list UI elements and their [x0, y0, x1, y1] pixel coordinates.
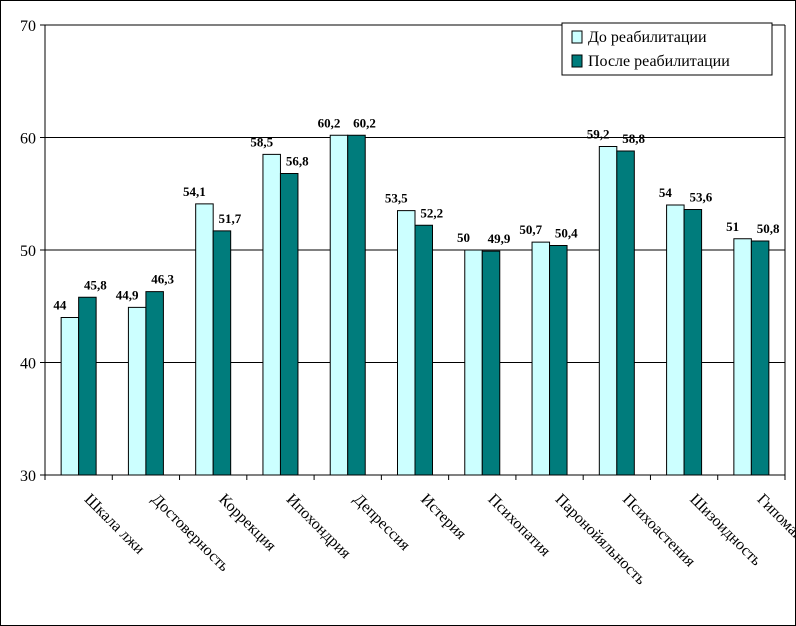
- legend-label: До реабилитации: [588, 29, 707, 46]
- y-tick-label: 50: [20, 243, 36, 260]
- data-label: 49,9: [488, 231, 511, 246]
- category-label: Шкала лжи: [81, 491, 148, 558]
- data-label: 44,9: [116, 287, 139, 302]
- bar-before: [733, 238, 752, 476]
- data-label: 54: [659, 185, 673, 200]
- data-label: 50: [457, 230, 470, 245]
- bar-before: [195, 203, 214, 476]
- y-tick-label: 30: [20, 468, 36, 485]
- bar-before: [464, 249, 483, 476]
- bar-after: [347, 134, 366, 476]
- y-tick-label: 60: [20, 131, 36, 148]
- bar-before: [127, 306, 147, 476]
- data-label: 52,2: [420, 205, 443, 220]
- category-label: Коррекция: [215, 491, 279, 555]
- bar-before: [531, 241, 551, 476]
- data-label: 53,6: [689, 190, 712, 205]
- data-label: 60,2: [318, 115, 341, 130]
- category-label: Гипомания: [754, 491, 796, 557]
- data-label: 45,8: [84, 277, 107, 292]
- bar-after: [212, 230, 232, 476]
- bar-after: [481, 250, 501, 476]
- bar-after: [683, 209, 703, 476]
- bar-before: [262, 153, 281, 476]
- bar-after: [78, 296, 97, 476]
- category-label: Ипохондрия: [283, 491, 355, 563]
- data-label: 60,2: [353, 115, 376, 130]
- category-label: Истерия: [417, 491, 470, 544]
- data-label: 44: [53, 298, 67, 313]
- data-label: 50,7: [519, 222, 542, 237]
- y-tick-labels: 30 40 50 60 70: [20, 18, 45, 485]
- data-label: 54,1: [183, 184, 206, 199]
- axes: [44, 24, 786, 480]
- bar-before: [598, 146, 618, 476]
- data-label: 51,7: [219, 211, 242, 226]
- legend-label: После реабилитации: [588, 53, 730, 70]
- bars: [60, 134, 770, 476]
- bar-before: [397, 210, 416, 476]
- data-label: 58,8: [622, 131, 645, 146]
- data-label: 50,4: [555, 226, 578, 241]
- bar-before: [60, 317, 80, 476]
- data-label: 56,8: [286, 154, 309, 169]
- bar-before: [666, 204, 685, 476]
- data-label: 58,5: [250, 134, 273, 149]
- bar-after: [279, 173, 299, 476]
- data-labels: 44 44,9 54,1 58,5 60,2 53,5 50 50,7 59,2 54 51 45,8…: [53, 115, 780, 312]
- legend-box: [561, 22, 773, 76]
- data-label: 50,8: [757, 221, 780, 236]
- data-label: 51: [726, 219, 739, 234]
- legend-swatch: [571, 54, 583, 68]
- data-label: 46,3: [151, 272, 174, 287]
- bar-after: [414, 224, 433, 476]
- legend-swatch: [571, 30, 583, 44]
- bar-after: [549, 245, 568, 476]
- legend: До реабилитации После реабилитации: [561, 22, 773, 76]
- bar-after: [616, 150, 635, 476]
- bar-after: [145, 291, 164, 476]
- data-label: 53,5: [385, 191, 408, 206]
- bar-before: [329, 134, 349, 476]
- y-tick-label: 70: [20, 18, 36, 35]
- y-tick-label: 40: [20, 356, 36, 373]
- category-label: Депрессия: [350, 491, 414, 555]
- data-label: 59,2: [587, 127, 610, 142]
- bar-after: [750, 240, 770, 476]
- category-label: Психопатия: [484, 491, 554, 561]
